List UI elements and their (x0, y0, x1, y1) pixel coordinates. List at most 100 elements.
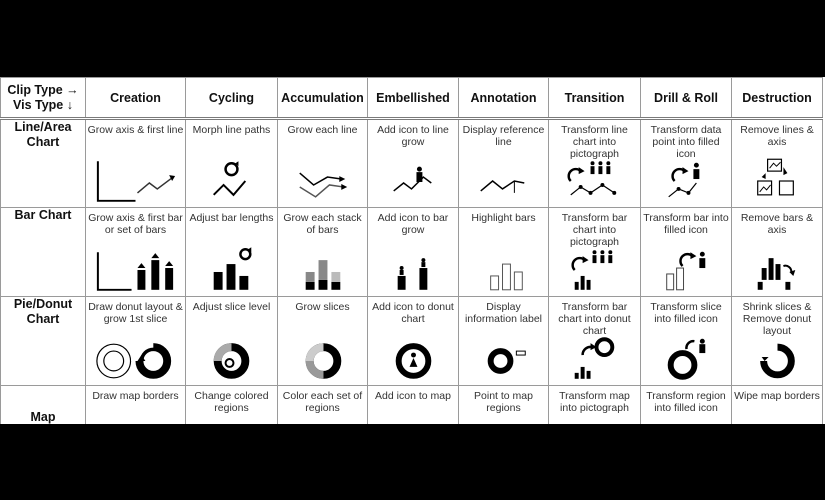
cell-map-embellished: Add icon to map (367, 385, 459, 424)
cell-map-destruction: Wipe map borders (731, 385, 823, 424)
cell-caption: Add icon to donut chart (372, 301, 454, 325)
bar-highlight-icon (460, 246, 548, 296)
cell-line-transition: Transform line chart into pictograph (548, 118, 641, 208)
bar-drill-icon (642, 246, 731, 296)
cell-bar-transition: Transform bar chart into pictograph (548, 207, 641, 297)
row-label-bar: Bar Chart (0, 207, 86, 297)
donut-person-icon (369, 335, 458, 385)
cell-caption: Transform line chart into pictograph (561, 124, 628, 160)
cell-caption: Remove bars & axis (740, 212, 814, 236)
cell-caption: Display information label (464, 301, 543, 325)
cell-line-drill: Transform data point into filled icon (640, 118, 732, 208)
cell-bar-embellished: Add icon to bar grow (367, 207, 459, 297)
cell-pie-creation: Draw donut layout & grow 1st slice (85, 296, 186, 386)
cell-line-creation: Grow axis & first line (85, 118, 186, 208)
row-label-line-area: Line/Area Chart (0, 118, 86, 208)
bar-to-donut-icon (550, 335, 640, 385)
line-axis-icon (87, 157, 185, 207)
cell-pie-drill: Transform slice into filled icon (640, 296, 732, 386)
cell-map-annotation: Point to map regions (458, 385, 549, 424)
cell-line-cycling: Morph line paths (185, 118, 278, 208)
cell-line-accumulation: Grow each line (277, 118, 368, 208)
header-row: Clip Type → Vis Type ↓ Creation Cycling … (0, 77, 823, 120)
col-header-embellished: Embellished (367, 77, 459, 120)
bar-cycle-icon (187, 246, 277, 296)
cell-caption: Transform slice into filled icon (650, 301, 722, 325)
line-person-icon (369, 157, 458, 207)
cell-pie-embellished: Add icon to donut chart (367, 296, 459, 386)
row-bar: Bar Chart Grow axis & first bar or set o… (0, 207, 823, 297)
donut-cycle-icon (187, 335, 277, 385)
cell-caption: Point to map regions (474, 390, 533, 414)
donut-drill-icon (642, 335, 731, 385)
bar-remove-icon (733, 246, 822, 296)
cell-caption: Grow each stack of bars (283, 212, 362, 236)
cell-line-annotation: Display reference line (458, 118, 549, 208)
col-header-creation: Creation (85, 77, 186, 120)
cell-pie-transition: Transform bar chart into donut chart (548, 296, 641, 386)
cell-pie-accumulation: Grow slices (277, 296, 368, 386)
cell-map-creation: Draw map borders (85, 385, 186, 424)
vis-type-label: Vis Type ↓ (13, 97, 73, 112)
col-header-annotation: Annotation (458, 77, 549, 120)
cell-caption: Remove lines & axis (740, 124, 814, 148)
cell-caption: Add icon to map (375, 390, 451, 402)
bar-person-icon (369, 246, 458, 296)
cell-pie-cycling: Adjust slice level (185, 296, 278, 386)
row-map: Map Draw map borders Change colored regi… (0, 385, 823, 424)
donut-label-icon (460, 335, 548, 385)
cell-caption: Transform bar into filled icon (643, 212, 729, 236)
line-pictograph-icon (550, 157, 640, 207)
bar-pictograph-icon (550, 246, 640, 296)
cell-caption: Wipe map borders (734, 390, 820, 402)
cell-map-drill: Transform region into filled icon (640, 385, 732, 424)
cell-caption: Color each set of regions (282, 390, 363, 414)
col-header-accumulation: Accumulation (277, 77, 368, 120)
cell-caption: Transform region into filled icon (646, 390, 726, 414)
cell-bar-accumulation: Grow each stack of bars (277, 207, 368, 297)
row-label-map: Map (0, 385, 86, 424)
donut-remove-icon (733, 335, 822, 385)
cell-map-transition: Transform map into pictograph (548, 385, 641, 424)
cell-caption: Transform bar chart into donut chart (558, 301, 631, 337)
multi-line-icon (279, 157, 367, 207)
row-label-pie-donut: Pie/Donut Chart (0, 296, 86, 386)
cell-caption: Highlight bars (471, 212, 536, 224)
line-reference-icon (460, 157, 548, 207)
stacked-bar-icon (279, 246, 367, 296)
cell-caption: Morph line paths (192, 124, 271, 136)
col-header-cycling: Cycling (185, 77, 278, 120)
cell-caption: Grow slices (295, 301, 350, 313)
taxonomy-table-area: Clip Type → Vis Type ↓ Creation Cycling … (0, 77, 825, 424)
clip-type-label: Clip Type → (7, 82, 79, 97)
cell-caption: Adjust slice level (192, 301, 271, 313)
cell-pie-destruction: Shrink slices & Remove donut layout (731, 296, 823, 386)
cell-caption: Add icon to line grow (377, 124, 449, 148)
cell-caption: Transform data point into filled icon (650, 124, 722, 160)
taxonomy-table: Clip Type → Vis Type ↓ Creation Cycling … (0, 77, 823, 424)
cell-caption: Add icon to bar grow (377, 212, 449, 236)
cell-caption: Change colored regions (194, 390, 269, 414)
donut-grow-icon (87, 335, 185, 385)
cell-caption: Draw map borders (92, 390, 179, 402)
line-remove-icon (733, 157, 822, 207)
corner-header: Clip Type → Vis Type ↓ (0, 77, 86, 120)
cell-caption: Shrink slices & Remove donut layout (742, 301, 812, 337)
cell-map-cycling: Change colored regions (185, 385, 278, 424)
row-line-area: Line/Area Chart Grow axis & first line M… (0, 118, 823, 208)
line-drill-icon (642, 157, 731, 207)
cell-caption: Grow axis & first line (87, 124, 184, 136)
cell-bar-drill: Transform bar into filled icon (640, 207, 732, 297)
cell-caption: Display reference line (462, 124, 545, 148)
cell-bar-creation: Grow axis & first bar or set of bars (85, 207, 186, 297)
cell-line-destruction: Remove lines & axis (731, 118, 823, 208)
bar-axis-icon (87, 246, 185, 296)
cell-caption: Transform map into pictograph (559, 390, 630, 414)
cell-bar-destruction: Remove bars & axis (731, 207, 823, 297)
cell-caption: Draw donut layout & grow 1st slice (88, 301, 183, 325)
cell-caption: Grow each line (287, 124, 358, 136)
row-pie-donut: Pie/Donut Chart Draw donut layout & grow… (0, 296, 823, 386)
donut-slices-icon (279, 335, 367, 385)
col-header-drill-roll: Drill & Roll (640, 77, 732, 120)
cell-line-embellished: Add icon to line grow (367, 118, 459, 208)
